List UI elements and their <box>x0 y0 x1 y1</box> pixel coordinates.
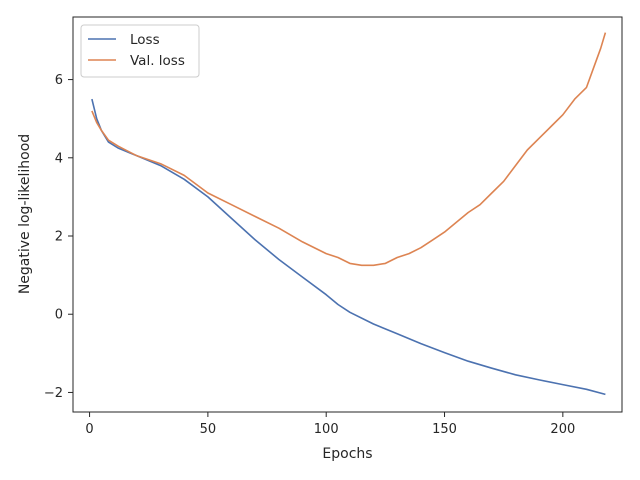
x-tick-label: 50 <box>200 422 217 437</box>
y-axis-label: Negative log-likelihood <box>17 134 33 294</box>
y-tick-label: 2 <box>55 230 63 245</box>
x-tick-label: 200 <box>550 422 575 437</box>
legend-label-val-loss: Val. loss <box>130 53 185 69</box>
y-tick-label: 0 <box>55 308 63 323</box>
x-tick-label: 0 <box>85 422 93 437</box>
legend-box <box>80 24 200 78</box>
series-layer <box>91 32 607 396</box>
ticks-layer: 0 50 100 150 200 −2 0 2 4 6 <box>44 73 575 437</box>
x-axis-label: Epochs <box>322 446 372 462</box>
legend-label-loss: Loss <box>130 32 160 48</box>
loss-series-line <box>91 98 606 396</box>
x-tick-label: 150 <box>432 422 457 437</box>
val-loss-series-line <box>91 32 607 267</box>
axes-frame <box>72 16 623 413</box>
y-tick-label: −2 <box>44 386 63 401</box>
y-tick-label: 6 <box>55 73 63 88</box>
plot-area <box>73 17 622 412</box>
y-tick-label: 4 <box>55 151 63 166</box>
x-tick-label: 100 <box>314 422 339 437</box>
legend: Loss Val. loss <box>80 24 200 78</box>
